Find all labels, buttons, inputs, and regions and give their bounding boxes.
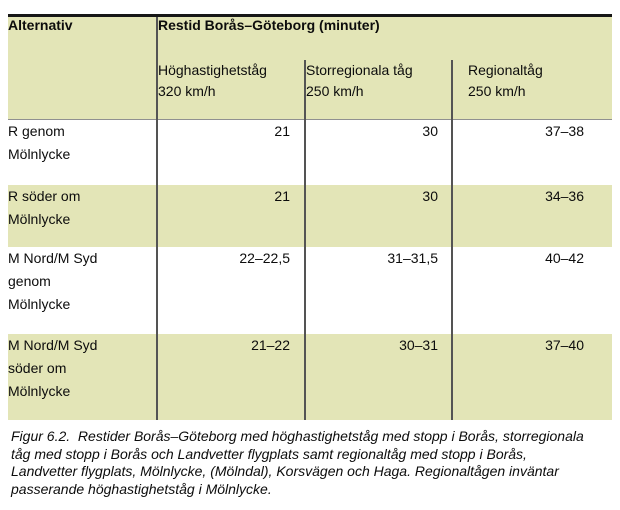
value-cell: 22–22,5: [157, 246, 306, 334]
value-cell: 37–38: [452, 119, 612, 185]
subheader-storregionala-tag: Storregionala tåg 250 km/h: [305, 59, 453, 120]
value-cell: 30: [305, 119, 453, 185]
figure-caption: Figur 6.2. Restider Borås–Göteborg med h…: [11, 428, 584, 497]
value-cell: 30–31: [305, 333, 453, 420]
value-cell: 21–22: [157, 333, 306, 420]
value-cell: 30: [305, 184, 453, 247]
header-alternativ: Alternativ: [8, 15, 158, 120]
table-subheader-row: Höghastighetståg 320 km/h Storregionala …: [8, 59, 612, 120]
table-row: R genom Mölnlycke 21 30 37–38: [8, 119, 612, 185]
table-row: M Nord/M Syd genom Mölnlycke 22–22,5 31–…: [8, 246, 612, 334]
row-label: M Nord/M Syd söder om Mölnlycke: [8, 333, 158, 420]
value-cell: 21: [157, 119, 306, 185]
header-title: Restid Borås–Göteborg (minuter): [157, 15, 612, 60]
value-cell: 40–42: [452, 246, 612, 334]
table-row: R söder om Mölnlycke 21 30 34–36: [8, 184, 612, 247]
table-header-row: Alternativ Restid Borås–Göteborg (minute…: [8, 15, 612, 120]
value-cell: 37–40: [452, 333, 612, 420]
row-label: R söder om Mölnlycke: [8, 184, 158, 247]
table-row: M Nord/M Syd söder om Mölnlycke 21–22 30…: [8, 333, 612, 420]
row-label: R genom Mölnlycke: [8, 119, 158, 185]
travel-time-table: Alternativ Restid Borås–Göteborg (minute…: [8, 14, 612, 420]
value-cell: 21: [157, 184, 306, 247]
value-cell: 31–31,5: [305, 246, 453, 334]
row-label: M Nord/M Syd genom Mölnlycke: [8, 246, 158, 334]
value-cell: 34–36: [452, 184, 612, 247]
subheader-regionaltag: Regionaltåg 250 km/h: [452, 59, 612, 120]
subheader-hoghastighetstag: Höghastighetståg 320 km/h: [157, 59, 306, 120]
